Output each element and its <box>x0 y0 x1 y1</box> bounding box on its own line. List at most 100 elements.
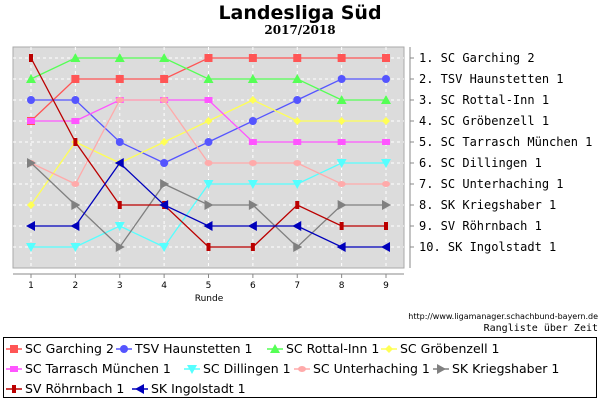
marker-square <box>71 75 80 83</box>
legend-item: SK Ingolstadt 1 <box>132 381 246 396</box>
marker-triangle-left <box>70 221 80 231</box>
legend-label: SC Gröbenzell 1 <box>400 341 500 356</box>
marker-triangle-down <box>203 180 214 189</box>
marker-triangle-down <box>26 243 36 252</box>
legend-marker-icon <box>6 365 22 372</box>
marker-triangle-right <box>437 363 446 374</box>
marker-triangle-left <box>135 383 144 394</box>
marker-bar <box>12 384 16 393</box>
marker-small-circle <box>160 97 169 103</box>
rank-label: 10. SK Ingolstadt 1 <box>419 240 556 254</box>
legend-label: SC Dillingen 1 <box>203 361 291 376</box>
legend-label: SK Ingolstadt 1 <box>151 381 246 396</box>
marker-small-square <box>10 365 18 372</box>
marker-triangle-left <box>114 158 124 168</box>
marker-diamond <box>27 201 35 209</box>
rank-label: 9. SV Röhrnbach 1 <box>419 219 542 233</box>
marker-small-circle <box>204 160 213 166</box>
x-tick-label: 8 <box>339 281 345 291</box>
marker-triangle-up <box>247 74 258 83</box>
marker-small-circle <box>298 365 306 372</box>
marker-small-square <box>248 139 257 145</box>
source-url[interactable]: http://www.ligamanager.schachbund-bayern… <box>408 312 598 321</box>
x-tick-label: 1 <box>28 281 34 291</box>
marker-triangle-up <box>336 95 347 104</box>
marker-circle <box>120 344 128 353</box>
marker-square <box>204 54 213 62</box>
legend-item: SV Röhrnbach 1 <box>6 381 124 396</box>
marker-diamond <box>382 117 390 125</box>
marker-triangle-left <box>292 221 302 231</box>
rank-label: 5. SC Tarrasch München 1 <box>419 135 592 149</box>
legend-item: SC Unterhaching 1 <box>294 361 430 376</box>
chart-caption: Rangliste über Zeit <box>483 323 598 334</box>
marker-triangle-down <box>247 180 258 189</box>
marker-triangle-up <box>70 53 81 62</box>
marker-circle <box>27 96 35 104</box>
marker-circle <box>248 117 257 125</box>
chart-plot: 1 2 3 4 5 6 7 8 9 Runde 1. SC Garching 2 2. TSV H… <box>12 46 592 304</box>
legend: SC Garching 2 TSV Haunstetten 1 SC Rottal-… <box>3 337 597 398</box>
marker-circle <box>71 96 80 104</box>
marker-small-square <box>27 118 35 124</box>
marker-bar <box>250 243 255 251</box>
marker-small-square <box>382 139 390 145</box>
legend-label: TSV Haunstetten 1 <box>135 341 253 356</box>
marker-triangle-right <box>204 200 214 210</box>
legend-item: TSV Haunstetten 1 <box>116 341 252 356</box>
marker-small-circle <box>248 160 257 166</box>
marker-triangle-up <box>159 53 170 62</box>
chart-title: Landesliga Süd <box>218 2 382 24</box>
marker-square <box>248 54 257 62</box>
marker-triangle-down <box>187 364 197 374</box>
marker-square <box>10 344 18 353</box>
marker-diamond <box>293 117 302 125</box>
marker-square <box>115 75 124 83</box>
marker-bar <box>73 138 78 146</box>
legend-marker-icon <box>184 364 200 374</box>
legend-marker-icon <box>116 344 132 353</box>
marker-triangle-left <box>159 200 169 210</box>
x-tick-label: 5 <box>206 281 212 291</box>
legend-marker-icon <box>433 363 449 374</box>
marker-triangle-up <box>26 74 36 83</box>
legend-marker-icon <box>132 383 148 394</box>
x-tick-label: 6 <box>250 281 256 291</box>
marker-circle <box>293 96 302 104</box>
marker-triangle-up <box>203 74 214 83</box>
marker-triangle-right <box>382 200 391 210</box>
marker-small-circle <box>293 160 302 166</box>
marker-bar <box>339 222 344 230</box>
x-tick-label: 3 <box>117 281 123 291</box>
rank-label: 4. SC Gröbenzell 1 <box>419 114 549 128</box>
marker-triangle-up <box>270 343 280 353</box>
marker-triangle-right <box>27 158 36 168</box>
marker-circle <box>160 159 169 167</box>
legend-label: SK Kriegshaber 1 <box>452 361 560 376</box>
legend-marker-icon <box>6 344 22 353</box>
marker-triangle-up <box>292 74 303 83</box>
legend-label: SC Rottal-Inn 1 <box>286 341 380 356</box>
legend-item: SC Dillingen 1 <box>184 361 291 376</box>
marker-triangle-left <box>381 242 390 252</box>
marker-circle <box>382 75 390 83</box>
marker-triangle-down <box>292 180 303 189</box>
marker-triangle-up <box>381 95 391 104</box>
marker-square <box>160 75 169 83</box>
legend-item: SC Rottal-Inn 1 <box>267 341 379 356</box>
marker-circle <box>204 138 213 146</box>
marker-circle <box>337 75 346 83</box>
legend-item: SC Gröbenzell 1 <box>381 341 500 356</box>
legend-label: SV Röhrnbach 1 <box>25 381 125 396</box>
marker-triangle-down <box>381 159 391 168</box>
marker-small-circle <box>337 181 346 187</box>
legend-label: SC Tarrasch München 1 <box>25 361 171 376</box>
marker-square <box>382 54 390 62</box>
legend-marker-icon <box>6 384 22 393</box>
rank-label: 2. TSV Haunstetten 1 <box>419 72 564 86</box>
marker-triangle-left <box>247 221 257 231</box>
marker-bar <box>295 201 300 209</box>
x-tick-label: 7 <box>294 281 300 291</box>
marker-triangle-down <box>336 159 347 168</box>
marker-triangle-right <box>248 200 258 210</box>
